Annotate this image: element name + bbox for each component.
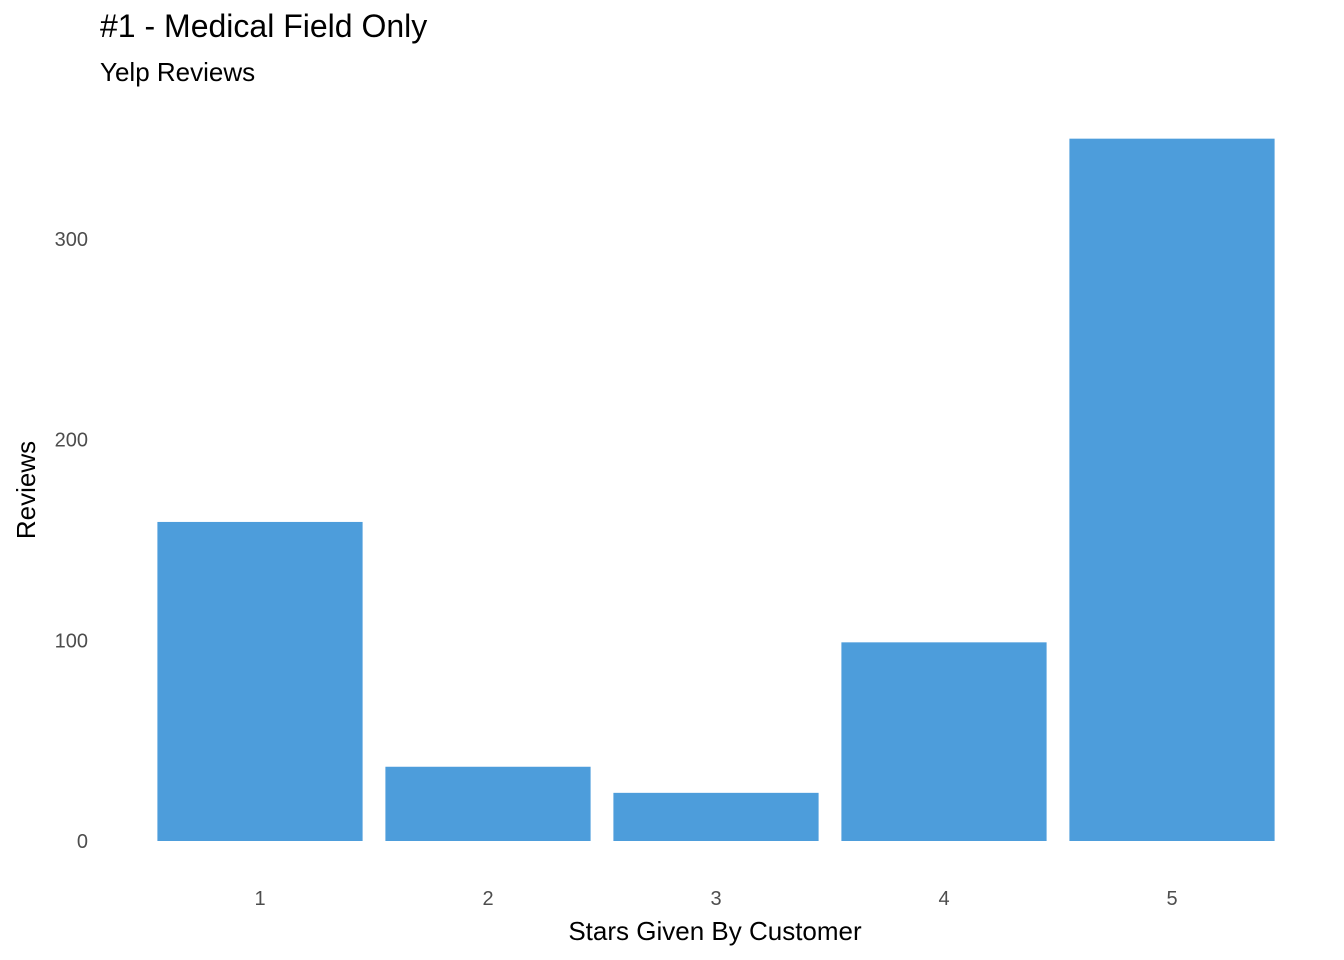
bar-4 — [841, 642, 1047, 841]
y-tick-label: 200 — [55, 430, 88, 452]
x-tick-label: 1 — [254, 888, 265, 910]
x-tick-label: 3 — [710, 888, 721, 910]
x-ticks-group: 1 2 3 4 5 — [254, 888, 1177, 910]
x-tick-label: 4 — [938, 888, 949, 910]
bar-3 — [613, 792, 819, 841]
bar-5 — [1069, 138, 1275, 841]
x-tick-label: 5 — [1166, 888, 1177, 910]
x-axis-label: Stars Given By Customer — [568, 916, 862, 946]
y-axis-label: Reviews — [11, 441, 41, 539]
y-tick-label: 300 — [55, 229, 88, 251]
x-tick-label: 2 — [482, 888, 493, 910]
chart-subtitle: Yelp Reviews — [100, 57, 256, 87]
y-ticks-group: 0 100 200 300 — [55, 229, 88, 853]
chart-title: #1 - Medical Field Only — [100, 8, 428, 44]
bar-1 — [157, 521, 363, 841]
y-tick-label: 0 — [77, 831, 88, 853]
y-tick-label: 100 — [55, 630, 88, 652]
bar-2 — [385, 766, 591, 841]
bars-group — [157, 138, 1275, 841]
